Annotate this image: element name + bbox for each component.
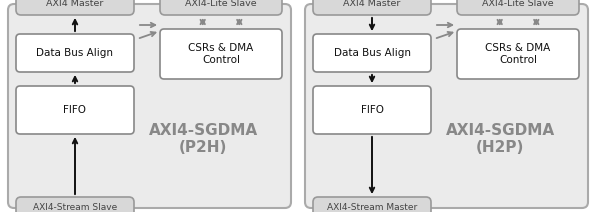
Text: CSRs & DMA
Control: CSRs & DMA Control xyxy=(485,43,551,65)
FancyBboxPatch shape xyxy=(305,4,588,208)
FancyBboxPatch shape xyxy=(160,29,282,79)
FancyBboxPatch shape xyxy=(16,0,134,15)
Text: AXI4-Stream Slave: AXI4-Stream Slave xyxy=(33,204,117,212)
FancyBboxPatch shape xyxy=(313,197,431,212)
Text: AXI4-Lite Slave: AXI4-Lite Slave xyxy=(185,0,257,8)
Text: FIFO: FIFO xyxy=(64,105,86,115)
FancyBboxPatch shape xyxy=(313,0,431,15)
Text: AXI4-SGDMA
(P2H): AXI4-SGDMA (P2H) xyxy=(148,123,257,155)
FancyBboxPatch shape xyxy=(8,4,291,208)
FancyBboxPatch shape xyxy=(16,197,134,212)
Text: Data Bus Align: Data Bus Align xyxy=(334,48,410,58)
Text: AXI4 Master: AXI4 Master xyxy=(343,0,401,8)
Text: CSRs & DMA
Control: CSRs & DMA Control xyxy=(188,43,254,65)
FancyBboxPatch shape xyxy=(16,86,134,134)
FancyBboxPatch shape xyxy=(457,29,579,79)
FancyBboxPatch shape xyxy=(313,34,431,72)
FancyBboxPatch shape xyxy=(160,0,282,15)
Text: AXI4-Lite Slave: AXI4-Lite Slave xyxy=(482,0,554,8)
FancyBboxPatch shape xyxy=(313,86,431,134)
FancyBboxPatch shape xyxy=(457,0,579,15)
Text: AXI4-Stream Master: AXI4-Stream Master xyxy=(327,204,417,212)
Text: Data Bus Align: Data Bus Align xyxy=(37,48,113,58)
Text: AXI4 Master: AXI4 Master xyxy=(46,0,104,8)
Text: FIFO: FIFO xyxy=(361,105,383,115)
Text: AXI4-SGDMA
(H2P): AXI4-SGDMA (H2P) xyxy=(445,123,554,155)
FancyBboxPatch shape xyxy=(16,34,134,72)
